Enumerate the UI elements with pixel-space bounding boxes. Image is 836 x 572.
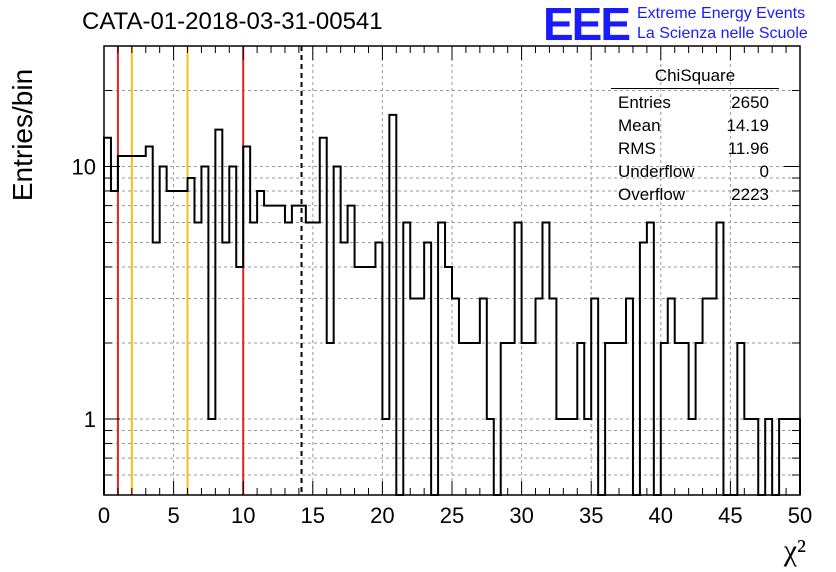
chart-title: CATA-01-2018-03-31-00541 (82, 8, 383, 35)
logo-mark: EEE (543, 0, 631, 50)
stats-row-rms: RMS 11.96 (611, 137, 779, 160)
stats-row-underflow: Underflow 0 (611, 160, 779, 183)
y-tick-label: 10 (72, 154, 96, 179)
stats-label: Underflow (618, 162, 695, 181)
y-axis-label: Entries/bin (4, 69, 42, 201)
x-tick-label: 30 (509, 503, 533, 528)
stats-title: ChiSquare (611, 66, 779, 89)
x-tick-label: 25 (440, 503, 464, 528)
ticks: 0 5 10 15 20 25 30 35 40 45 50 1 10 (72, 45, 812, 528)
histogram-series (103, 113, 801, 496)
x-tick-label: 40 (649, 503, 673, 528)
stats-label: Overflow (618, 185, 686, 204)
stats-value: 0 (759, 162, 769, 181)
x-tick-label: 45 (718, 503, 742, 528)
stats-row-mean: Mean 14.19 (611, 114, 779, 137)
x-tick-label: 50 (788, 503, 812, 528)
x-tick-label: 5 (167, 503, 179, 528)
stats-box: ChiSquare Entries 2650 Mean 14.19 RMS 11.96… (611, 66, 779, 206)
stats-label: Entries (618, 93, 671, 112)
y-tick-label: 1 (84, 407, 96, 432)
stats-row-entries: Entries 2650 (611, 91, 779, 114)
stats-label: Mean (618, 116, 661, 135)
logo-text: Extreme Energy Events La Scienza nelle S… (637, 4, 808, 44)
x-tick-label: 0 (98, 503, 110, 528)
stats-value: 11.96 (727, 139, 769, 158)
x-tick-label: 20 (370, 503, 394, 528)
histogram (103, 113, 801, 496)
x-tick-label: 15 (301, 503, 325, 528)
x-tick-label: 10 (231, 503, 255, 528)
x-tick-label: 35 (579, 503, 603, 528)
stats-label: RMS (618, 139, 656, 158)
stats-row-overflow: Overflow 2223 (611, 183, 779, 206)
marker-lines (116, 46, 303, 495)
y-axis-label-text: Entries/bin (7, 68, 38, 202)
stats-value: 2650 (731, 93, 769, 112)
stats-value: 2223 (731, 185, 769, 204)
logo-line-1: Extreme Energy Events (637, 5, 806, 22)
logo-line-2: La Scienza nelle Scuole (637, 25, 808, 42)
eee-logo: EEE Extreme Energy Events La Scienza nel… (543, 0, 835, 50)
stats-value: 14.19 (726, 116, 769, 135)
x-axis-label: χ² (783, 534, 806, 567)
